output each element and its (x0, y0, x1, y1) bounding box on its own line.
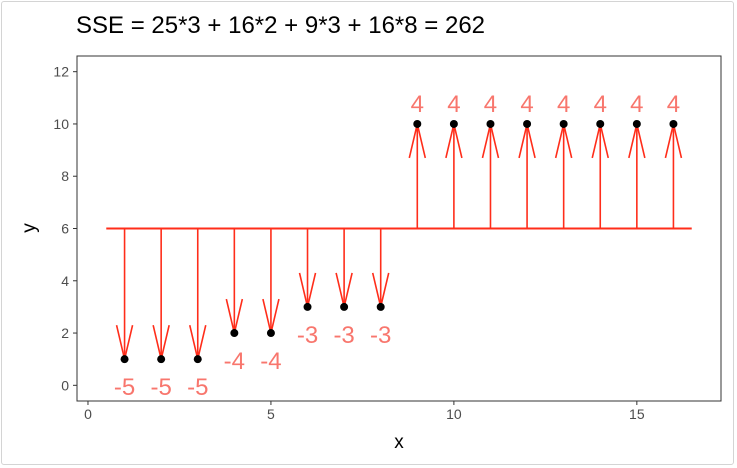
data-point (193, 355, 202, 364)
residual-label: -4 (260, 348, 281, 375)
residual-label: 4 (520, 91, 533, 118)
y-tick-label: 6 (61, 221, 69, 237)
residual-label: 4 (667, 91, 680, 118)
y-tick-label: 12 (53, 64, 69, 80)
residual-label: 4 (411, 91, 424, 118)
x-tick-label: 5 (267, 406, 275, 422)
residual-label: -3 (370, 322, 391, 349)
data-point (413, 119, 422, 128)
data-point (303, 302, 312, 311)
residual-label: 4 (484, 91, 497, 118)
residual-label: -4 (224, 348, 245, 375)
residual-label: -5 (150, 374, 171, 401)
residual-label: 4 (557, 91, 570, 118)
data-point (669, 119, 678, 128)
y-tick-label: 2 (61, 325, 69, 341)
residual-label: -3 (297, 322, 318, 349)
plot-panel (76, 55, 722, 402)
data-point (559, 119, 568, 128)
data-point (266, 329, 275, 338)
x-axis-title: x (394, 432, 404, 453)
data-point (230, 329, 239, 338)
data-point (486, 119, 495, 128)
residual-label: 4 (447, 91, 460, 118)
residual-label: -5 (187, 374, 208, 401)
data-point (523, 119, 532, 128)
residual-label: -3 (333, 322, 354, 349)
data-point (449, 119, 458, 128)
data-point (632, 119, 641, 128)
residual-label: 4 (630, 91, 643, 118)
data-point (157, 355, 166, 364)
x-tick-label: 10 (446, 406, 462, 422)
y-axis-title: y (19, 223, 40, 233)
y-tick-label: 4 (61, 273, 69, 289)
data-point (376, 302, 385, 311)
residual-label: 4 (594, 91, 607, 118)
y-tick-label: 8 (61, 168, 69, 184)
y-tick-label: 0 (61, 377, 69, 393)
data-point (120, 355, 129, 364)
residual-label: -5 (114, 374, 135, 401)
data-point (596, 119, 605, 128)
x-tick-label: 0 (84, 406, 92, 422)
data-point (340, 302, 349, 311)
chart-title: SSE = 25*3 + 16*2 + 9*3 + 16*8 = 262 (76, 12, 486, 39)
y-tick-label: 10 (53, 116, 69, 132)
x-tick-label: 15 (629, 406, 645, 422)
